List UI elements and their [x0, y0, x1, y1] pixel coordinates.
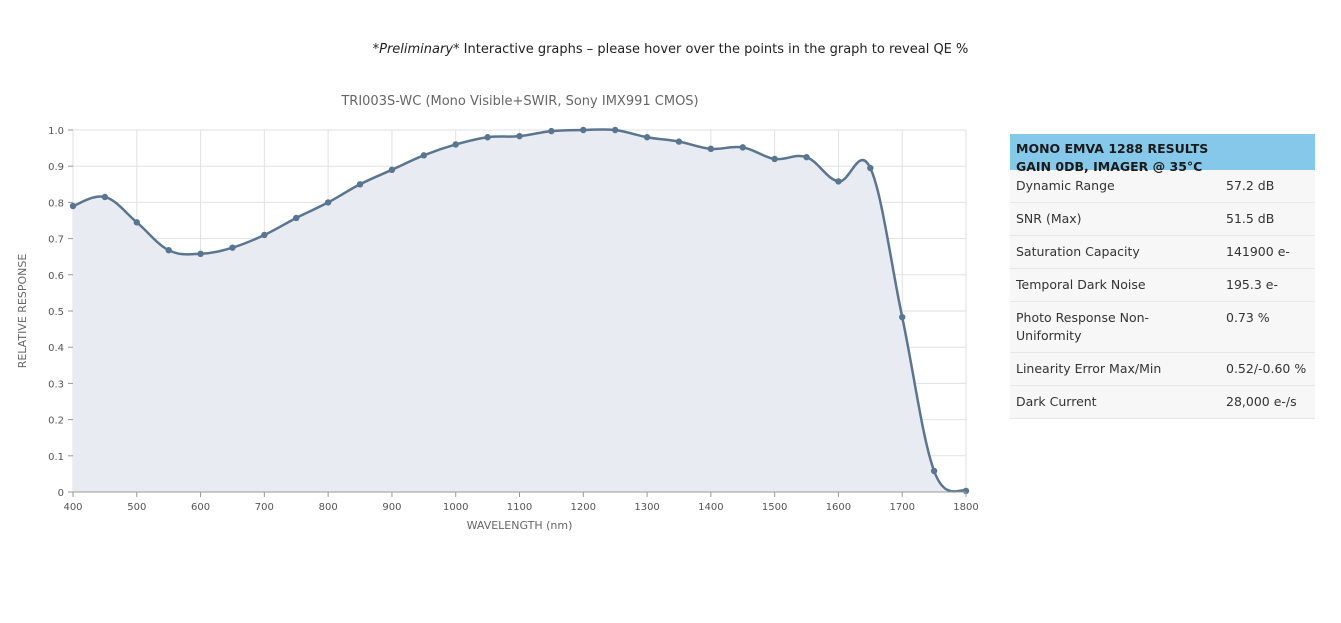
y-tick-label: 0	[58, 488, 64, 499]
results-header-subtitle: GAIN 0DB, IMAGER @ 35°C	[1016, 159, 1203, 174]
data-point[interactable]	[133, 219, 140, 226]
y-tick-label: 0.6	[48, 271, 64, 282]
x-axis-title: WAVELENGTH (nm)	[467, 519, 573, 532]
results-row-label: Photo Response Non-Uniformity	[1016, 310, 1150, 343]
x-tick-label: 700	[255, 502, 274, 513]
results-row-value: 57.2 dB	[1226, 178, 1275, 193]
x-tick-label: 1300	[634, 502, 659, 513]
data-point[interactable]	[867, 164, 874, 172]
page-note: *Preliminary* Interactive graphs – pleas…	[0, 42, 1341, 57]
data-point[interactable]	[643, 134, 651, 141]
results-row: Temporal Dark Noise 195.3 e-	[1010, 269, 1315, 302]
data-point[interactable]	[101, 193, 109, 201]
x-tick-label: 400	[63, 502, 82, 513]
results-row: Saturation Capacity 141900 e-	[1010, 236, 1315, 269]
results-row-label: Dark Current	[1016, 394, 1097, 409]
results-row-value: 0.73 %	[1226, 310, 1270, 325]
data-point[interactable]	[930, 467, 938, 475]
data-point[interactable]	[707, 145, 715, 153]
x-tick-label: 1100	[507, 502, 532, 513]
x-tick-label: 500	[127, 502, 146, 513]
results-row-value: 51.5 dB	[1226, 211, 1275, 226]
data-point[interactable]	[165, 246, 172, 254]
results-header: MONO EMVA 1288 RESULTS GAIN 0DB, IMAGER …	[1010, 134, 1315, 174]
data-point[interactable]	[803, 153, 810, 161]
results-row: SNR (Max) 51.5 dB	[1010, 203, 1315, 236]
results-row-label: Dynamic Range	[1016, 178, 1115, 193]
data-point[interactable]	[675, 138, 683, 145]
x-tick-label: 800	[319, 502, 338, 513]
data-point[interactable]	[420, 152, 428, 159]
data-point[interactable]	[899, 313, 906, 321]
chart-container: TRI003S-WC (Mono Visible+SWIR, Sony IMX9…	[0, 85, 990, 545]
preliminary-label: *Preliminary*	[372, 42, 460, 57]
data-point[interactable]	[324, 199, 332, 206]
results-row-label: SNR (Max)	[1016, 211, 1082, 226]
results-row: Photo Response Non-Uniformity 0.73 %	[1010, 302, 1315, 353]
data-point[interactable]	[69, 202, 77, 210]
note-text: Interactive graphs – please hover over t…	[459, 42, 969, 57]
x-tick-label: 900	[382, 502, 401, 513]
results-body: Dynamic Range 57.2 dB SNR (Max) 51.5 dB Satu…	[1010, 170, 1315, 419]
results-row: Linearity Error Max/Min 0.52/-0.60 %	[1010, 353, 1315, 386]
data-point[interactable]	[484, 134, 491, 141]
data-point[interactable]	[388, 166, 396, 174]
results-row-value: 28,000 e-/s	[1226, 394, 1297, 409]
data-point[interactable]	[197, 250, 204, 258]
axes: 0 0.1 0.2 0.3 0.4 0.5 0.6 0.7 0.8 0.9 1.0 400 500 600…	[48, 126, 979, 513]
y-tick-label: 1.0	[48, 126, 64, 137]
x-tick-label: 1500	[762, 502, 787, 513]
results-row: Dynamic Range 57.2 dB	[1010, 170, 1315, 203]
results-row-label: Temporal Dark Noise	[1016, 277, 1146, 292]
data-point[interactable]	[580, 126, 587, 134]
data-point[interactable]	[261, 231, 268, 239]
x-tick-label: 1600	[826, 502, 851, 513]
results-row-label: Linearity Error Max/Min	[1016, 361, 1162, 376]
data-point[interactable]	[356, 181, 364, 188]
data-point[interactable]	[739, 144, 746, 151]
chart-title: TRI003S-WC (Mono Visible+SWIR, Sony IMX9…	[341, 94, 699, 109]
y-tick-label: 0.7	[48, 235, 64, 246]
results-table: MONO EMVA 1288 RESULTS GAIN 0DB, IMAGER …	[1010, 134, 1315, 419]
data-point[interactable]	[516, 132, 523, 140]
data-point[interactable]	[293, 214, 300, 222]
data-points	[69, 126, 970, 495]
results-row-label: Saturation Capacity	[1016, 244, 1140, 259]
y-tick-label: 0.1	[48, 452, 64, 463]
results-row-value: 0.52/-0.60 %	[1226, 361, 1307, 376]
y-tick-label: 0.2	[48, 416, 64, 427]
results-row-value: 195.3 e-	[1226, 277, 1278, 292]
data-point[interactable]	[611, 126, 619, 134]
data-point[interactable]	[771, 155, 778, 163]
data-point[interactable]	[452, 141, 459, 148]
y-axis-title: RELATIVE RESPONSE	[16, 254, 29, 369]
y-tick-label: 0.3	[48, 379, 64, 390]
x-tick-label: 1800	[953, 502, 978, 513]
x-tick-label: 1200	[571, 502, 596, 513]
curve-area	[73, 129, 966, 492]
qe-chart: 0 0.1 0.2 0.3 0.4 0.5 0.6 0.7 0.8 0.9 1.0 400 500 600…	[16, 126, 979, 532]
y-tick-label: 0.4	[48, 343, 64, 354]
results-header-title: MONO EMVA 1288 RESULTS	[1016, 141, 1209, 156]
data-point[interactable]	[962, 487, 970, 495]
y-tick-label: 0.5	[48, 307, 64, 318]
results-row: Dark Current 28,000 e-/s	[1010, 386, 1315, 419]
data-point[interactable]	[229, 244, 236, 251]
y-tick-label: 0.8	[48, 198, 64, 209]
x-tick-label: 600	[191, 502, 210, 513]
data-point[interactable]	[835, 178, 842, 185]
y-tick-label: 0.9	[48, 162, 64, 173]
results-row-value: 141900 e-	[1226, 244, 1290, 259]
data-point[interactable]	[548, 127, 555, 135]
x-tick-label: 1400	[698, 502, 723, 513]
x-tick-label: 1700	[889, 502, 914, 513]
x-tick-label: 1000	[443, 502, 468, 513]
